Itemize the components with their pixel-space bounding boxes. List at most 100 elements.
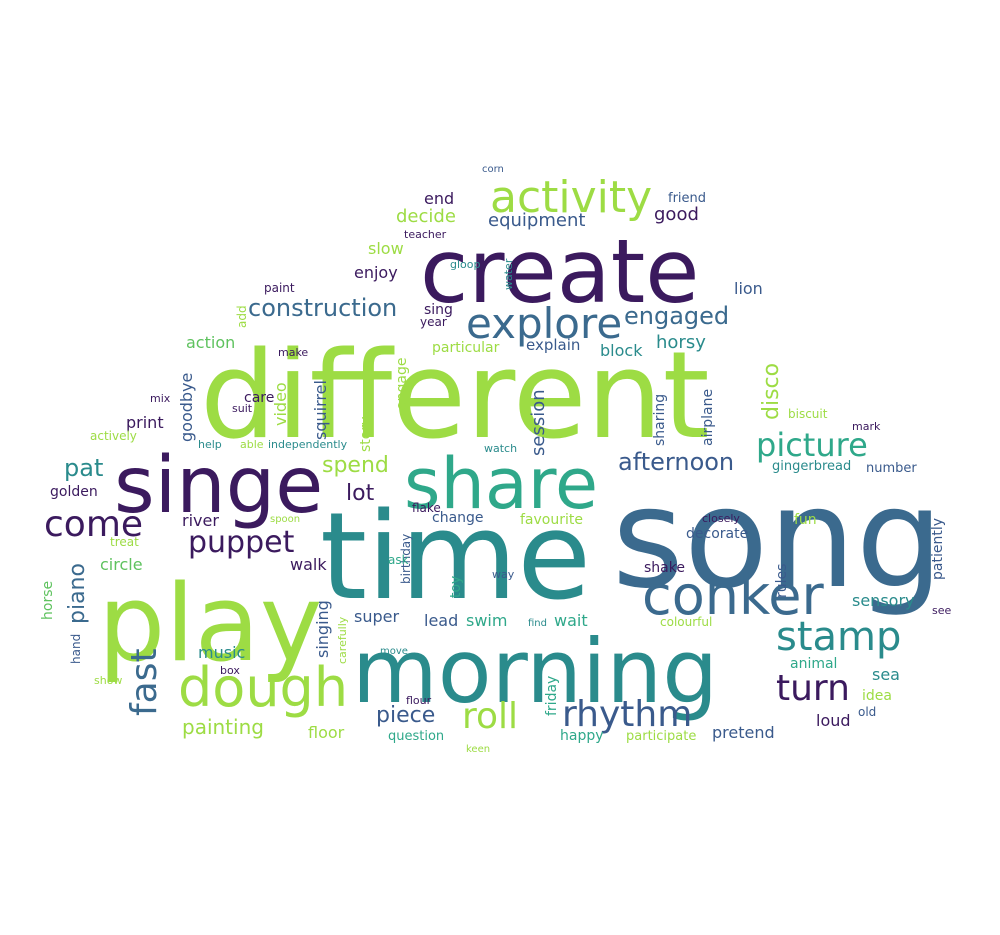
word: mix xyxy=(150,392,171,405)
word: loud xyxy=(816,711,851,730)
word: pretend xyxy=(712,723,775,742)
word: time xyxy=(320,488,591,627)
word: closely xyxy=(702,512,740,525)
word: change xyxy=(432,510,484,526)
word: animal xyxy=(790,656,837,672)
word: fun xyxy=(794,512,817,528)
word: flake xyxy=(412,501,441,515)
word: afternoon xyxy=(618,448,734,476)
word: decide xyxy=(396,206,456,227)
word: treat xyxy=(110,535,139,549)
word: able xyxy=(240,438,264,451)
word: circle xyxy=(100,555,143,574)
word: hand xyxy=(69,634,83,664)
word: pat xyxy=(64,454,103,482)
word: goodbye xyxy=(177,373,196,442)
word: conker xyxy=(642,564,825,627)
word: construction xyxy=(248,294,397,322)
word: share xyxy=(404,443,598,525)
word: block xyxy=(600,341,643,360)
word: activity xyxy=(490,172,652,223)
word: decorate xyxy=(686,526,748,542)
word: stamp xyxy=(776,614,901,660)
word: find xyxy=(528,618,547,629)
word: piano xyxy=(65,563,90,624)
word: particular xyxy=(432,340,500,356)
word: suit xyxy=(232,402,253,415)
word: friday xyxy=(544,676,560,716)
word: disco xyxy=(759,363,784,420)
word: good xyxy=(654,204,699,225)
word: equipment xyxy=(488,210,585,231)
word: horsy xyxy=(656,332,706,353)
word: roll xyxy=(462,696,518,737)
word: participate xyxy=(626,729,696,744)
word: lion xyxy=(734,279,763,298)
word: end xyxy=(424,189,454,208)
word: singe xyxy=(114,441,323,531)
word: carefully xyxy=(336,616,349,664)
word: idea xyxy=(862,688,892,704)
word: morning xyxy=(352,620,718,723)
word: enjoy xyxy=(354,263,398,282)
word: video xyxy=(271,382,290,426)
word: swim xyxy=(466,611,507,630)
word: spoon xyxy=(270,514,300,525)
word: picture xyxy=(756,426,868,464)
word: lead xyxy=(424,611,458,630)
word: gloop xyxy=(450,258,480,271)
word: toy xyxy=(448,576,464,598)
word: action xyxy=(186,333,235,352)
word: create xyxy=(420,220,699,323)
word: year xyxy=(420,315,447,329)
word: fast xyxy=(124,648,165,716)
word: airplane xyxy=(700,389,716,446)
word: paint xyxy=(264,281,295,295)
word: favourite xyxy=(520,512,583,528)
word: print xyxy=(126,413,164,432)
word: come xyxy=(44,504,143,545)
word: spend xyxy=(322,453,389,478)
word: music xyxy=(198,643,245,662)
word: teacher xyxy=(404,228,447,241)
word: show xyxy=(94,674,122,687)
word: box xyxy=(220,664,240,677)
word: singing xyxy=(313,600,332,658)
word: lot xyxy=(346,481,375,506)
word: puppet xyxy=(188,525,295,560)
word: session xyxy=(528,389,549,456)
word: painting xyxy=(182,715,264,739)
word: birthday xyxy=(399,534,413,584)
word: patiently xyxy=(930,518,946,580)
word: different xyxy=(200,327,710,466)
word: question xyxy=(388,729,444,744)
word: independently xyxy=(268,438,348,451)
word: walk xyxy=(290,555,327,574)
word: happy xyxy=(560,728,604,744)
word: turn xyxy=(776,668,850,709)
word: golden xyxy=(50,484,98,500)
word: move xyxy=(380,646,408,657)
word: rhythm xyxy=(562,694,692,735)
word: sensory xyxy=(852,591,915,610)
word: engaged xyxy=(624,302,729,330)
word: floor xyxy=(308,723,345,742)
word: sing xyxy=(424,302,453,318)
word: explore xyxy=(466,299,622,348)
word: keen xyxy=(466,744,490,755)
word: shake xyxy=(644,560,685,576)
word: colourful xyxy=(660,615,712,629)
word: actively xyxy=(90,429,137,443)
word: help xyxy=(198,438,222,451)
word: horse xyxy=(40,581,56,620)
word: add xyxy=(235,305,249,328)
word: explain xyxy=(526,336,580,354)
word: watch xyxy=(484,442,517,455)
word: number xyxy=(866,461,917,476)
word: story xyxy=(358,417,374,452)
word: water xyxy=(502,258,515,290)
word: squirrel xyxy=(311,380,330,440)
word: piece xyxy=(376,703,435,728)
word: rules xyxy=(774,564,790,598)
word: old xyxy=(858,705,876,719)
